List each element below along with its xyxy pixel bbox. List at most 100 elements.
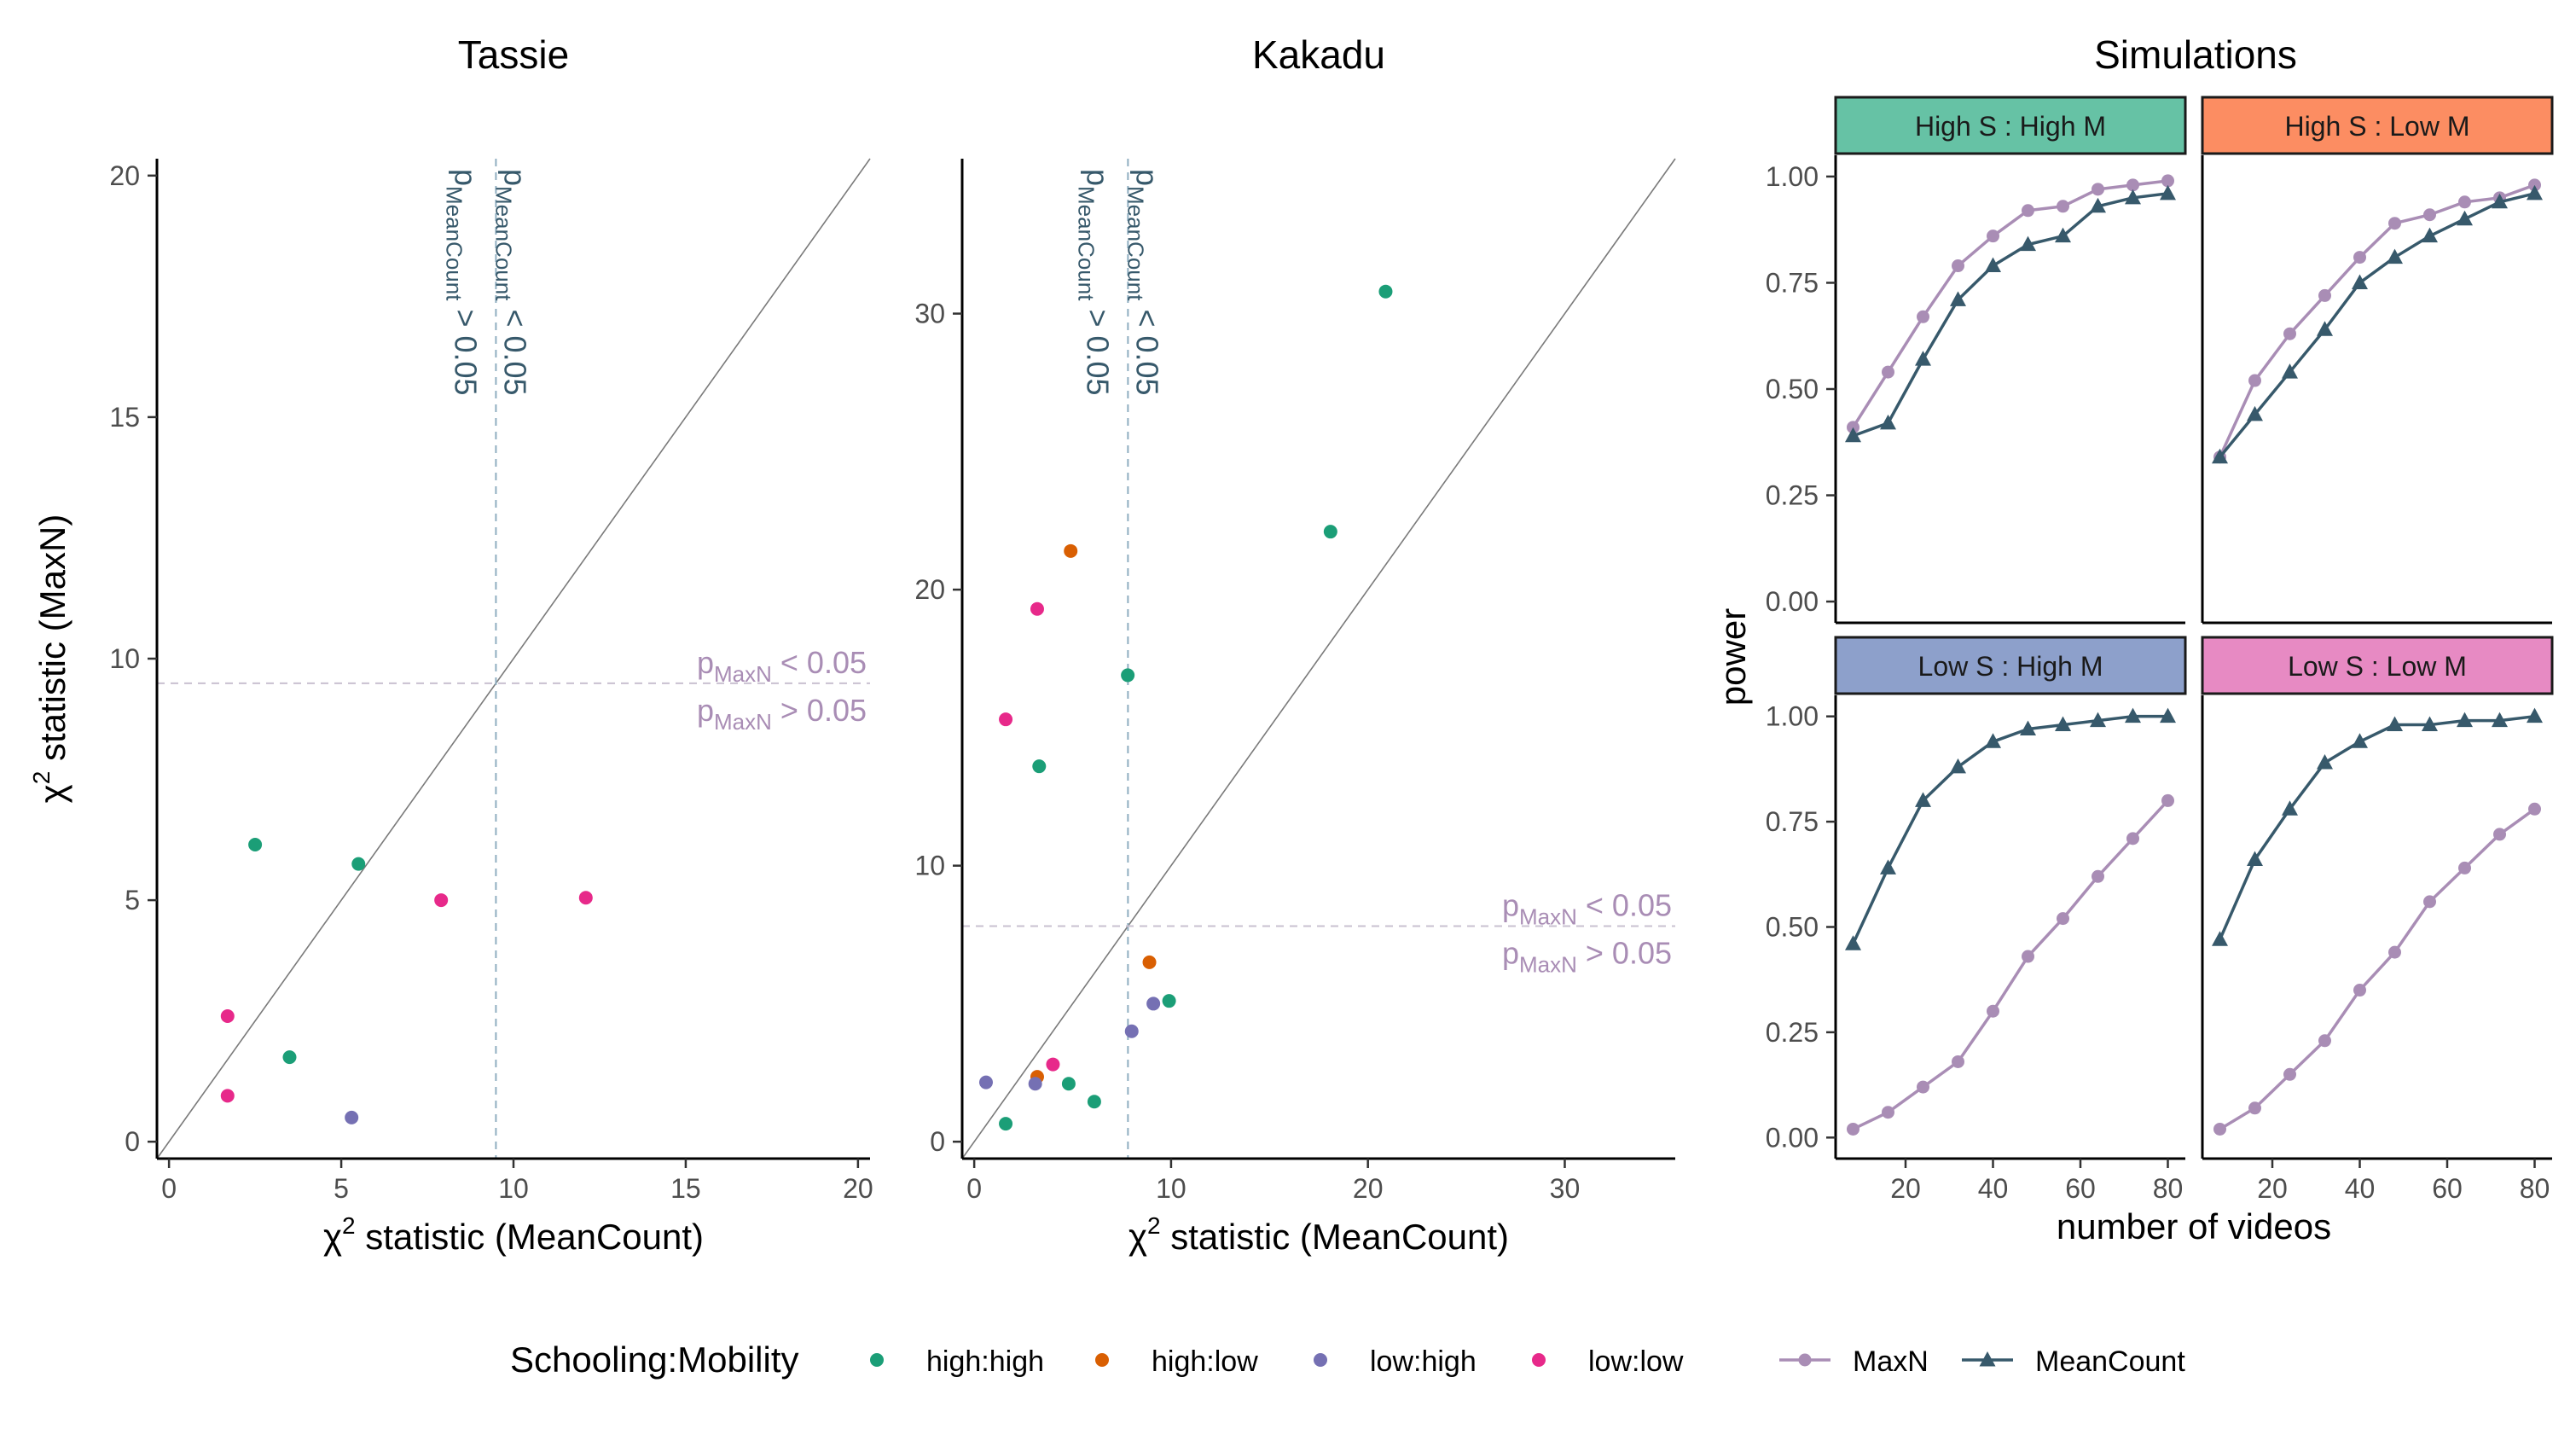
panel-simulations-ylabel: power <box>1713 608 1753 706</box>
facet-low-s-low-m-xtick-label-40: 40 <box>2345 1173 2376 1204</box>
panel-tassie-ylabel-rest: statistic (MaxN) <box>32 514 73 771</box>
panel-kakadu-point-low-high-14 <box>1028 1077 1042 1091</box>
facet-low-s-high-m-line-meancount <box>1851 714 2168 944</box>
panel-kakadu-xlabel-text: statistic (MeanCount) <box>1161 1217 1509 1257</box>
facet-low-s-low-m-point-maxn-5 <box>2388 945 2401 959</box>
facet-high-s-low-m-point-maxn-2 <box>2283 327 2296 340</box>
legend-label-high-high: high:high <box>926 1345 1044 1378</box>
panel-kakadu-point-low-low-15 <box>1030 601 1044 616</box>
facet-low-s-low-m-xtick-label-60: 60 <box>2432 1173 2463 1204</box>
panel-kakadu-hlabel-bottom: pMaxN > 0.05 <box>1502 936 1672 978</box>
facet-high-s-high-m-point-maxn-5 <box>2022 204 2034 218</box>
facet-low-s-low-m-point-meancount-4 <box>2352 733 2368 748</box>
panel-tassie-hlabel-top-sub: MaxN <box>714 661 772 687</box>
panel-kakadu-hlabel-bottom-sub: MaxN <box>1519 952 1577 978</box>
facet-low-s-low-m-strip-label: Low S : Low M <box>2288 651 2467 682</box>
facet-high-s-low-m-point-meancount-4 <box>2352 274 2368 289</box>
legend-key-low-high <box>1314 1353 1327 1367</box>
panel-kakadu-point-high-high-5 <box>999 1117 1013 1131</box>
panel-kakadu-vlabel-right-rest: < 0.05 <box>1129 300 1164 395</box>
facet-high-s-high-m-point-maxn-3 <box>1952 259 1964 273</box>
facet-low-s-high-m-point-meancount-8 <box>2125 707 2141 723</box>
facet-high-s-high-m-point-maxn-7 <box>2092 183 2104 196</box>
facet-high-s-high-m-point-maxn-4 <box>1987 230 1999 243</box>
legend: Schooling:Mobility high:high high:low low:h… <box>510 1339 2185 1380</box>
panel-kakadu-vlabel-right-text: pMeanCount < 0.05 <box>1123 169 1164 396</box>
facet-high-s-high-m-point-meancount-2 <box>1915 351 1931 366</box>
panel-simulations-ylabel-text: power <box>1713 608 1753 706</box>
panel-tassie-vlabel-right-rest: < 0.05 <box>497 300 532 395</box>
panel-tassie-vlabel-left-text: pMeanCount > 0.05 <box>441 169 483 396</box>
panel-tassie-point-low-low-5 <box>220 1089 235 1103</box>
facet-low-s-high-m-point-maxn-8 <box>2126 832 2139 845</box>
panel-tassie-xtick-label-0: 0 <box>161 1173 177 1204</box>
panel-kakadu-point-low-high-11 <box>978 1075 993 1089</box>
facet-high-s-low-m-point-maxn-1 <box>2248 374 2261 387</box>
panel-kakadu-ytick-label-20: 20 <box>914 574 945 605</box>
panel-tassie-ytick-label-10: 10 <box>109 643 140 674</box>
panel-tassie-hlabel-top-p: p <box>697 645 714 680</box>
facet-low-s-high-m-point-meancount-7 <box>2090 712 2106 728</box>
facet-high-s-high-m-point-meancount-3 <box>1950 291 1966 306</box>
panel-kakadu-point-high-high-1 <box>1323 525 1337 539</box>
facet-low-s-high-m-ytick-label-1: 0.25 <box>1766 1017 1819 1048</box>
legend-label-low-high: low:high <box>1370 1345 1477 1378</box>
panel-tassie-vlabel-right-sub: MeanCount <box>490 186 516 301</box>
facet-high-s-low-m-point-meancount-8 <box>2492 193 2508 209</box>
panel-tassie-point-low-high-3 <box>345 1110 359 1124</box>
facet-high-s-low-m-strip <box>2201 96 2554 155</box>
facet-low-s-low-m-point-meancount-0 <box>2212 931 2228 946</box>
facet-low-s-low-m-point-maxn-1 <box>2248 1101 2261 1115</box>
panel-kakadu-hlabel-bottom-rest: > 0.05 <box>1577 936 1672 971</box>
facet-high-s-high-m-point-maxn-1 <box>1882 365 1894 379</box>
panel-tassie-vlabel-right-p: p <box>497 169 532 186</box>
facet-high-s-high-m-point-meancount-9 <box>2160 184 2176 200</box>
facet-low-s-low-m-point-maxn-8 <box>2493 828 2506 841</box>
panel-tassie-hlabel-top-rest: < 0.05 <box>772 645 867 680</box>
panel-tassie-xtick-label-5: 5 <box>334 1173 349 1204</box>
facet-low-s-high-m-point-meancount-2 <box>1915 792 1931 807</box>
panel-kakadu-hlabel-top-sub: MaxN <box>1519 904 1577 930</box>
facet-low-s-low-m-xtick-label-80: 80 <box>2520 1173 2550 1204</box>
panel-kakadu-point-low-high-13 <box>1124 1024 1139 1038</box>
panel-simulations-title: Simulations <box>2094 32 2297 77</box>
panel-kakadu-vlabel-left: pMeanCount > 0.05 <box>1073 169 1115 396</box>
panel-tassie-vlabel-left-p: p <box>448 169 483 186</box>
panel-tassie-vlabel-left: pMeanCount > 0.05 <box>441 169 483 396</box>
panel-tassie-point-high-high-0 <box>248 837 263 851</box>
panel-tassie-hlabel-top: pMaxN < 0.05 <box>697 645 867 687</box>
facet-low-s-low-m-point-meancount-1 <box>2247 851 2263 867</box>
facet-high-s-high-m-line-maxn <box>1852 179 2168 428</box>
facet-high-s-high-m-point-maxn-8 <box>2126 178 2139 192</box>
facet-low-s-high-m-ytick-label-3: 0.75 <box>1766 806 1819 837</box>
facet-low-s-low-m-point-meancount-7 <box>2457 712 2473 728</box>
panel-kakadu-hlabel-bottom-text: pMaxN > 0.05 <box>1502 936 1672 978</box>
legend-marker-maxn <box>1798 1353 1812 1367</box>
panel-tassie-identity-line <box>156 158 871 1159</box>
panel-kakadu-hlabel-top: pMaxN < 0.05 <box>1502 888 1672 930</box>
legend-key-low-low <box>1532 1353 1546 1367</box>
facet-low-s-high-m-point-maxn-1 <box>1882 1106 1894 1119</box>
panel-kakadu-vlabel-right: pMeanCount < 0.05 <box>1123 169 1164 396</box>
facet-high-s-low-m-point-meancount-5 <box>2387 248 2403 264</box>
panel-kakadu-vlabel-left-text: pMeanCount > 0.05 <box>1073 169 1115 396</box>
panel-tassie-vlabel-right: pMeanCount < 0.05 <box>490 169 532 396</box>
panel-kakadu-title: Kakadu <box>1252 32 1385 77</box>
facet-high-s-low-m-point-maxn-6 <box>2423 208 2436 222</box>
facet-low-s-high-m-point-maxn-9 <box>2161 793 2174 807</box>
panel-kakadu-vlabel-left-p: p <box>1080 169 1115 186</box>
facet-low-s-low-m-strip <box>2201 636 2554 695</box>
facet-high-s-high-m-ytick-label-0: 0.00 <box>1766 586 1819 617</box>
panel-tassie-xlabel-chi: χ <box>323 1217 342 1257</box>
panel-kakadu-point-high-high-0 <box>1378 284 1393 299</box>
facet-high-s-high-m-point-meancount-0 <box>1845 427 1861 443</box>
facet-high-s-low-m-point-maxn-7 <box>2458 195 2471 209</box>
facet-high-s-high-m-point-meancount-4 <box>1985 257 2001 273</box>
legend-label-low-low: low:low <box>1588 1345 1684 1378</box>
panel-kakadu-point-low-high-12 <box>1146 996 1161 1011</box>
facet-low-s-high-m-point-meancount-3 <box>1950 758 1966 774</box>
panel-tassie-xtick-label-10: 10 <box>498 1173 529 1204</box>
panel-kakadu-xtick-label-0: 0 <box>966 1173 982 1204</box>
facet-low-s-low-m-xtick-label-20: 20 <box>2257 1173 2288 1204</box>
facet-low-s-high-m-strip <box>1834 636 2187 695</box>
